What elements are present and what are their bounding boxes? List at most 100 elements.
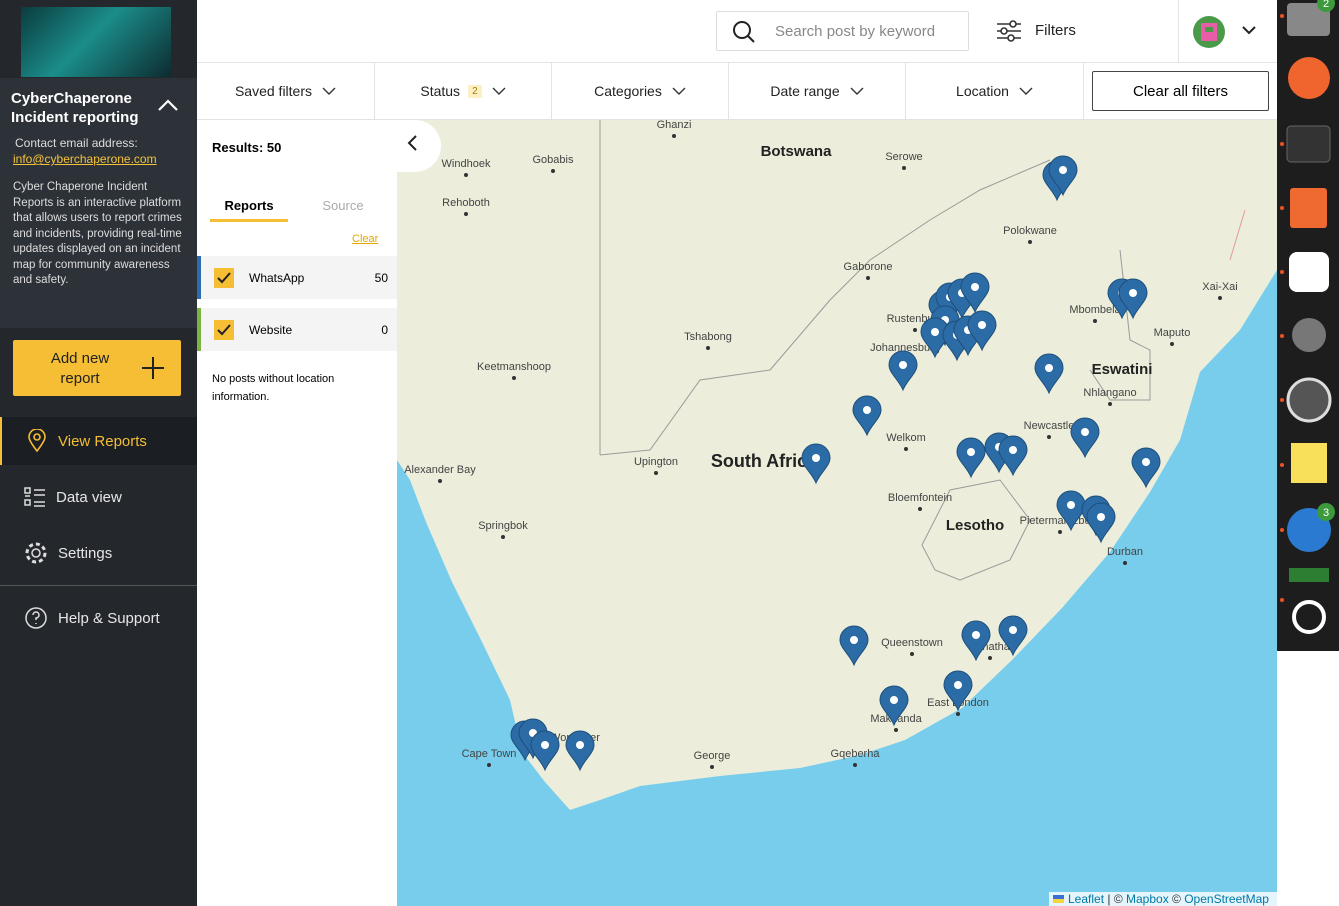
tab[interactable]: Source — [322, 198, 364, 213]
map[interactable]: Leaflet | © Mapbox © OpenStreetMap Ghanz… — [397, 120, 1277, 906]
search-icon — [733, 21, 755, 43]
search-box[interactable]: Search post by keyword — [716, 11, 969, 51]
incident-marker[interactable] — [565, 730, 595, 772]
email-link[interactable]: info@cyberchaperone.com — [13, 152, 157, 166]
nav-item[interactable]: Data view — [0, 473, 197, 521]
filter-label: Saved filters — [234, 83, 313, 99]
chevron — [1019, 87, 1033, 95]
app-icon[interactable] — [1290, 188, 1327, 228]
nav-label: View Reports — [58, 432, 147, 450]
pin — [1048, 155, 1078, 197]
incident-marker[interactable] — [1056, 490, 1086, 532]
incident-marker[interactable] — [961, 620, 991, 662]
pin — [960, 272, 990, 314]
attribution-link[interactable]: Mapbox — [1126, 892, 1169, 906]
incident-marker[interactable] — [530, 730, 560, 772]
source-row[interactable]: WhatsApp 50 — [197, 256, 401, 299]
clear-link[interactable]: Clear — [352, 233, 379, 245]
incident-marker[interactable] — [920, 317, 950, 359]
incident-marker[interactable] — [1048, 155, 1078, 197]
country-label: Lesotho — [946, 517, 1004, 534]
app-icon[interactable] — [1289, 568, 1329, 582]
pin — [1118, 278, 1148, 320]
tab-active[interactable]: Reports — [210, 198, 288, 222]
city-label: Nhlangano — [1083, 387, 1136, 399]
clear-all-button[interactable]: Clear all filters — [1092, 71, 1269, 111]
pin-dot — [1059, 166, 1067, 174]
attribution-link[interactable]: Leaflet — [1068, 892, 1105, 906]
button-label: Add new report — [50, 350, 110, 387]
incident-marker[interactable] — [1131, 447, 1161, 489]
country-label: Botswana — [761, 143, 833, 160]
incident-marker[interactable] — [943, 670, 973, 712]
incident-marker[interactable] — [1086, 502, 1116, 544]
city-dot — [956, 712, 960, 716]
source-count: 0 — [381, 323, 388, 337]
incident-marker[interactable] — [967, 310, 997, 352]
incident-marker[interactable] — [1118, 278, 1148, 320]
city-dot — [487, 763, 491, 767]
filter-dropdown[interactable]: Status 2 — [375, 63, 552, 119]
filter-dropdown[interactable]: Categories — [552, 63, 729, 119]
pin — [852, 395, 882, 437]
app-icon[interactable] — [1292, 318, 1326, 352]
app-icon[interactable] — [1291, 443, 1327, 483]
nav-item[interactable]: View Reports — [0, 417, 199, 465]
source-row[interactable]: Website 0 — [197, 308, 401, 351]
pin — [1086, 502, 1116, 544]
attribution-link[interactable]: OpenStreetMap — [1184, 892, 1269, 906]
city-dot — [710, 765, 714, 769]
city-label: Welkom — [886, 432, 926, 444]
incident-marker[interactable] — [839, 625, 869, 667]
incident-marker[interactable] — [1034, 353, 1064, 395]
filter-dropdown[interactable]: Date range — [729, 63, 906, 119]
incident-marker[interactable] — [998, 615, 1028, 657]
incident-marker[interactable] — [960, 272, 990, 314]
icon — [28, 429, 46, 453]
incident-marker[interactable] — [998, 435, 1028, 477]
nav-item[interactable]: Settings — [0, 529, 197, 577]
filter-dropdown[interactable]: Location — [906, 63, 1084, 119]
icon — [25, 607, 47, 629]
badge: 3 — [1323, 507, 1329, 519]
pin — [956, 437, 986, 479]
icon — [24, 487, 45, 507]
add-report-button[interactable]: Add new report — [13, 340, 181, 396]
incident-marker[interactable] — [888, 350, 918, 392]
city-dot — [551, 169, 555, 173]
city-label: Keetmanshoop — [477, 361, 551, 373]
app-icon[interactable] — [1287, 508, 1331, 552]
collapse-icon[interactable] — [157, 98, 179, 112]
city-dot — [672, 134, 676, 138]
map-toggle[interactable] — [397, 120, 441, 172]
city-label: Rehoboth — [442, 197, 490, 209]
filter-dropdown[interactable]: Saved filters — [197, 63, 375, 119]
city-dot — [1108, 402, 1112, 406]
city-label: Gqeberha — [831, 748, 881, 760]
chevron — [322, 87, 336, 95]
filter-count: 2 — [468, 84, 482, 98]
incident-marker[interactable] — [801, 443, 831, 485]
divider — [0, 585, 197, 586]
filters-label[interactable]: Filters — [1035, 22, 1076, 39]
city-dot — [853, 763, 857, 767]
app-icon[interactable] — [1288, 57, 1330, 99]
incident-marker[interactable] — [956, 437, 986, 479]
filters-icon[interactable] — [996, 20, 1022, 42]
app-icon[interactable] — [1289, 252, 1329, 292]
incident-marker[interactable] — [852, 395, 882, 437]
city-label: Windhoek — [442, 158, 491, 170]
user-menu[interactable] — [1192, 15, 1262, 49]
app-icon[interactable] — [1286, 377, 1332, 423]
incident-marker[interactable] — [1070, 417, 1100, 459]
attribution-sep: | © — [1104, 892, 1126, 906]
incident-marker[interactable] — [879, 685, 909, 727]
city-dot — [1028, 240, 1032, 244]
pin-dot — [812, 454, 820, 462]
app-icon[interactable] — [1286, 125, 1331, 163]
pin-dot — [1129, 289, 1137, 297]
nav-item[interactable]: Help & Support — [0, 594, 197, 642]
plus-icon — [142, 357, 164, 379]
app-icon[interactable] — [1292, 600, 1326, 634]
app-icon[interactable] — [1287, 3, 1330, 36]
